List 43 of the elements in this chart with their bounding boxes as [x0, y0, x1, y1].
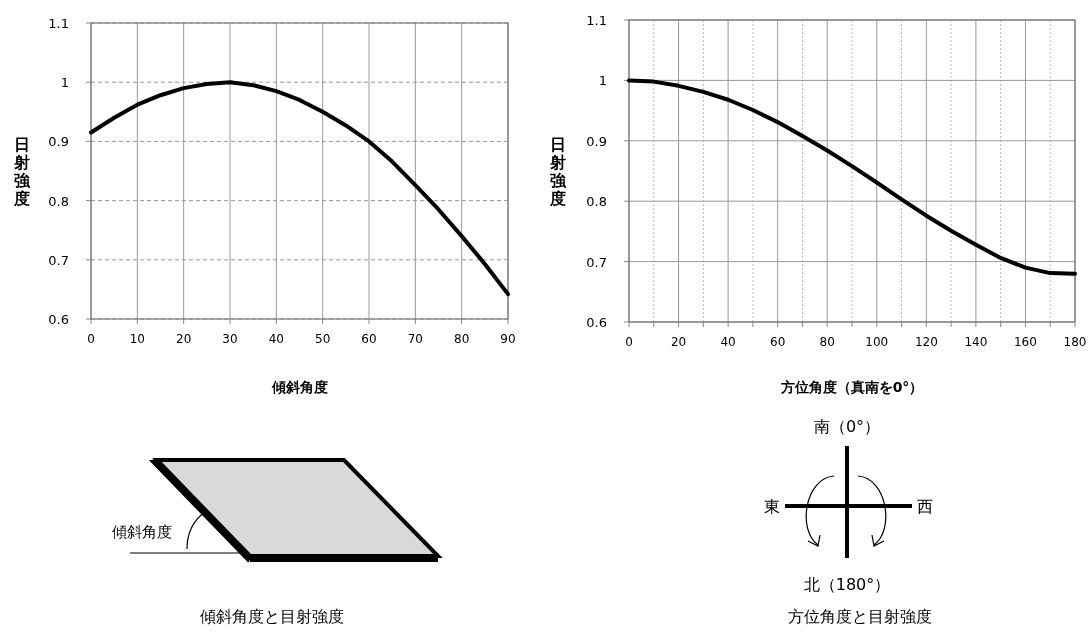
text: 北（180°）: [803, 575, 891, 594]
x-tick-label: 80: [819, 335, 835, 349]
y-tick-label: 0.8: [48, 193, 69, 209]
x-tick-label: 40: [720, 335, 736, 349]
y-tick-label: 0.8: [586, 194, 607, 210]
x-tick-label: 80: [454, 332, 470, 346]
y-tick-label: 0.7: [586, 254, 607, 270]
x-tick-label: 100: [865, 335, 889, 349]
x-tick-label: 180: [1063, 335, 1087, 349]
text: 南（0°）: [813, 417, 881, 436]
x-tick-label: 160: [1013, 335, 1037, 349]
x-axis-title: 傾斜角度: [270, 379, 328, 395]
x-tick-label: 70: [407, 332, 423, 346]
y-tick-label: 0.9: [586, 133, 607, 149]
y-tick-label: 1: [598, 73, 607, 89]
x-tick-label: 40: [268, 332, 284, 346]
y-tick-label: 0.7: [48, 252, 69, 268]
x-tick-label: 20: [176, 332, 192, 346]
y-axis-title: 日射強度: [549, 135, 567, 208]
y-axis-title: 日射強度: [13, 135, 31, 208]
text: 西: [917, 497, 933, 516]
y-tick-label: 1.1: [48, 16, 69, 31]
x-tick-label: 50: [315, 332, 331, 346]
x-tick-label: 60: [361, 332, 377, 346]
x-tick-label: 90: [500, 332, 516, 346]
text: 傾斜角度と目射強度: [200, 607, 344, 626]
x-tick-label: 20: [670, 335, 687, 349]
y-tick-label: 1: [60, 75, 69, 91]
text: 方位角度と目射強度: [788, 607, 932, 626]
y-tick-label: 0.6: [586, 315, 607, 330]
x-axis-title: 方位角度（真南を0°）: [779, 379, 924, 395]
x-tick-label: 0: [625, 335, 633, 349]
y-tick-label: 1.1: [586, 13, 607, 28]
y-tick-label: 0.6: [48, 312, 69, 327]
y-tick-label: 0.9: [48, 134, 69, 150]
x-tick-label: 140: [964, 335, 988, 349]
x-tick-label: 10: [129, 332, 145, 346]
x-tick-label: 120: [914, 335, 938, 349]
x-tick-label: 60: [770, 335, 786, 349]
x-tick-label: 30: [222, 332, 238, 346]
text: 東: [764, 497, 780, 516]
text: 傾斜角度: [112, 523, 172, 541]
x-tick-label: 0: [87, 332, 95, 346]
